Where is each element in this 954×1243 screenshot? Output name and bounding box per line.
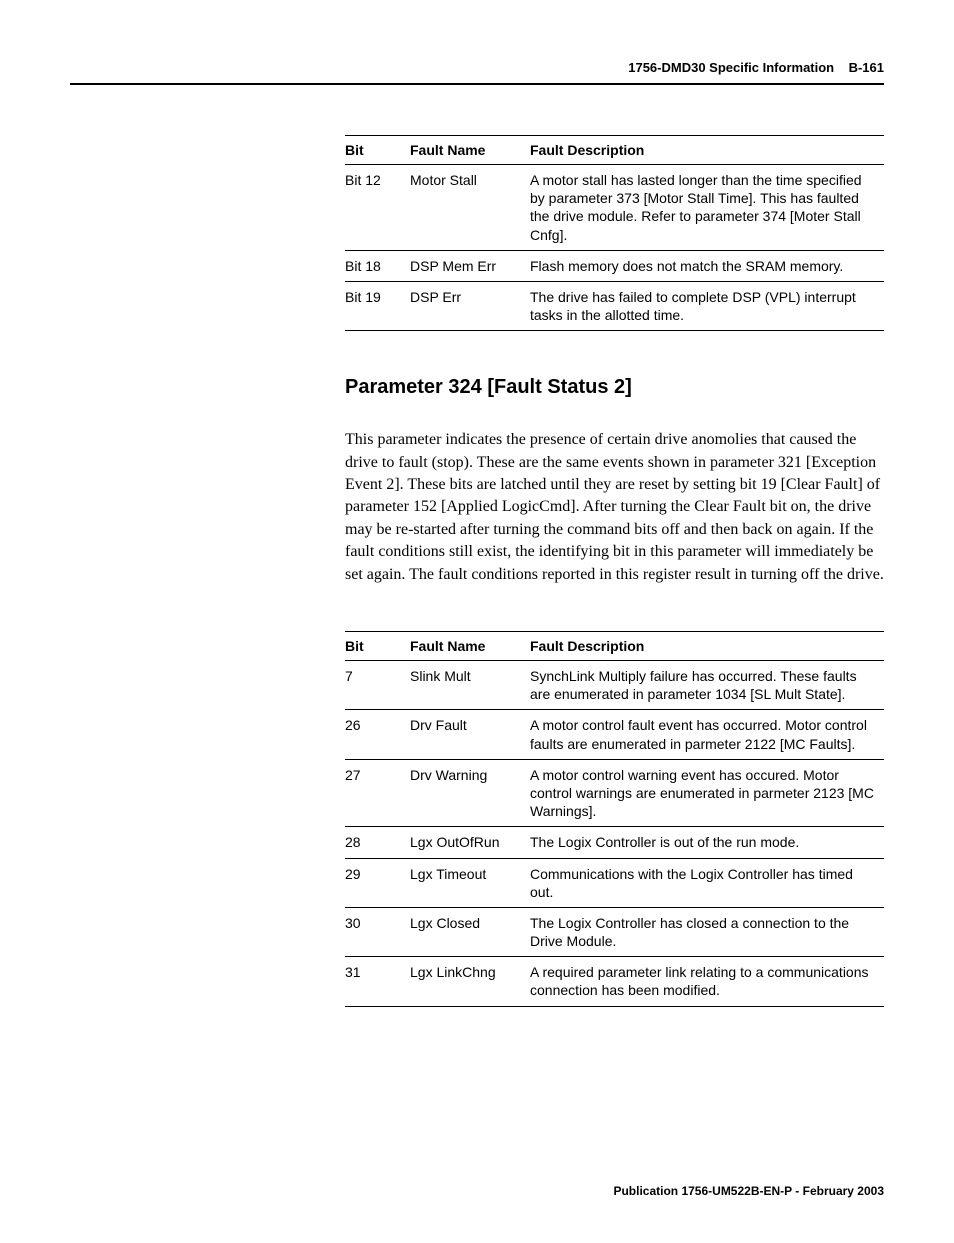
cell-desc: The Logix Controller has closed a connec…	[530, 907, 884, 956]
col-header-desc: Fault Description	[530, 632, 884, 661]
cell-name: Motor Stall	[410, 165, 530, 251]
table-row: 31 Lgx LinkChng A required parameter lin…	[345, 957, 884, 1006]
section-body: This parameter indicates the presence of…	[345, 429, 884, 586]
cell-name: Lgx Closed	[410, 907, 530, 956]
page-header: 1756-DMD30 Specific Information B-161	[70, 60, 884, 75]
cell-bit: Bit 18	[345, 250, 410, 281]
cell-desc: Communications with the Logix Controller…	[530, 858, 884, 907]
publication-info: Publication 1756-UM522B-EN-P - February …	[613, 1184, 884, 1198]
table-row: 29 Lgx Timeout Communications with the L…	[345, 858, 884, 907]
content-block: Bit Fault Name Fault Description Bit 12 …	[345, 135, 884, 1007]
table-row: Bit 12 Motor Stall A motor stall has las…	[345, 165, 884, 251]
cell-bit: 31	[345, 957, 410, 1006]
table-row: Bit 18 DSP Mem Err Flash memory does not…	[345, 250, 884, 281]
cell-bit: 29	[345, 858, 410, 907]
cell-name: DSP Mem Err	[410, 250, 530, 281]
col-header-bit: Bit	[345, 136, 410, 165]
col-header-bit: Bit	[345, 632, 410, 661]
cell-name: Drv Fault	[410, 710, 530, 759]
header-section: 1756-DMD30 Specific Information	[628, 60, 834, 75]
cell-desc: A motor control warning event has occure…	[530, 759, 884, 827]
cell-desc: A motor stall has lasted longer than the…	[530, 165, 884, 251]
cell-bit: 27	[345, 759, 410, 827]
cell-name: Lgx LinkChng	[410, 957, 530, 1006]
cell-bit: 26	[345, 710, 410, 759]
cell-desc: A required parameter link relating to a …	[530, 957, 884, 1006]
cell-desc: SynchLink Multiply failure has occurred.…	[530, 661, 884, 710]
cell-desc: The Logix Controller is out of the run m…	[530, 827, 884, 858]
cell-name: Lgx OutOfRun	[410, 827, 530, 858]
cell-bit: 28	[345, 827, 410, 858]
table-row: 30 Lgx Closed The Logix Controller has c…	[345, 907, 884, 956]
cell-bit: Bit 19	[345, 281, 410, 330]
cell-name: Drv Warning	[410, 759, 530, 827]
table-row: Bit 19 DSP Err The drive has failed to c…	[345, 281, 884, 330]
cell-name: Slink Mult	[410, 661, 530, 710]
header-page-ref: B-161	[849, 60, 884, 75]
cell-bit: 7	[345, 661, 410, 710]
section-title: Parameter 324 [Fault Status 2]	[345, 376, 884, 399]
col-header-desc: Fault Description	[530, 136, 884, 165]
table-row: 27 Drv Warning A motor control warning e…	[345, 759, 884, 827]
fault-table-2: Bit Fault Name Fault Description 7 Slink…	[345, 631, 884, 1007]
cell-name: Lgx Timeout	[410, 858, 530, 907]
col-header-name: Fault Name	[410, 632, 530, 661]
cell-name: DSP Err	[410, 281, 530, 330]
page: 1756-DMD30 Specific Information B-161 Bi…	[0, 0, 954, 1243]
table-row: 7 Slink Mult SynchLink Multiply failure …	[345, 661, 884, 710]
cell-desc: Flash memory does not match the SRAM mem…	[530, 250, 884, 281]
cell-desc: The drive has failed to complete DSP (VP…	[530, 281, 884, 330]
fault-table-1: Bit Fault Name Fault Description Bit 12 …	[345, 135, 884, 331]
table-row: 26 Drv Fault A motor control fault event…	[345, 710, 884, 759]
table-header-row: Bit Fault Name Fault Description	[345, 136, 884, 165]
col-header-name: Fault Name	[410, 136, 530, 165]
table-row: 28 Lgx OutOfRun The Logix Controller is …	[345, 827, 884, 858]
header-rule	[70, 83, 884, 85]
table-header-row: Bit Fault Name Fault Description	[345, 632, 884, 661]
cell-bit: 30	[345, 907, 410, 956]
page-footer: Publication 1756-UM522B-EN-P - February …	[613, 1184, 884, 1198]
cell-desc: A motor control fault event has occurred…	[530, 710, 884, 759]
cell-bit: Bit 12	[345, 165, 410, 251]
